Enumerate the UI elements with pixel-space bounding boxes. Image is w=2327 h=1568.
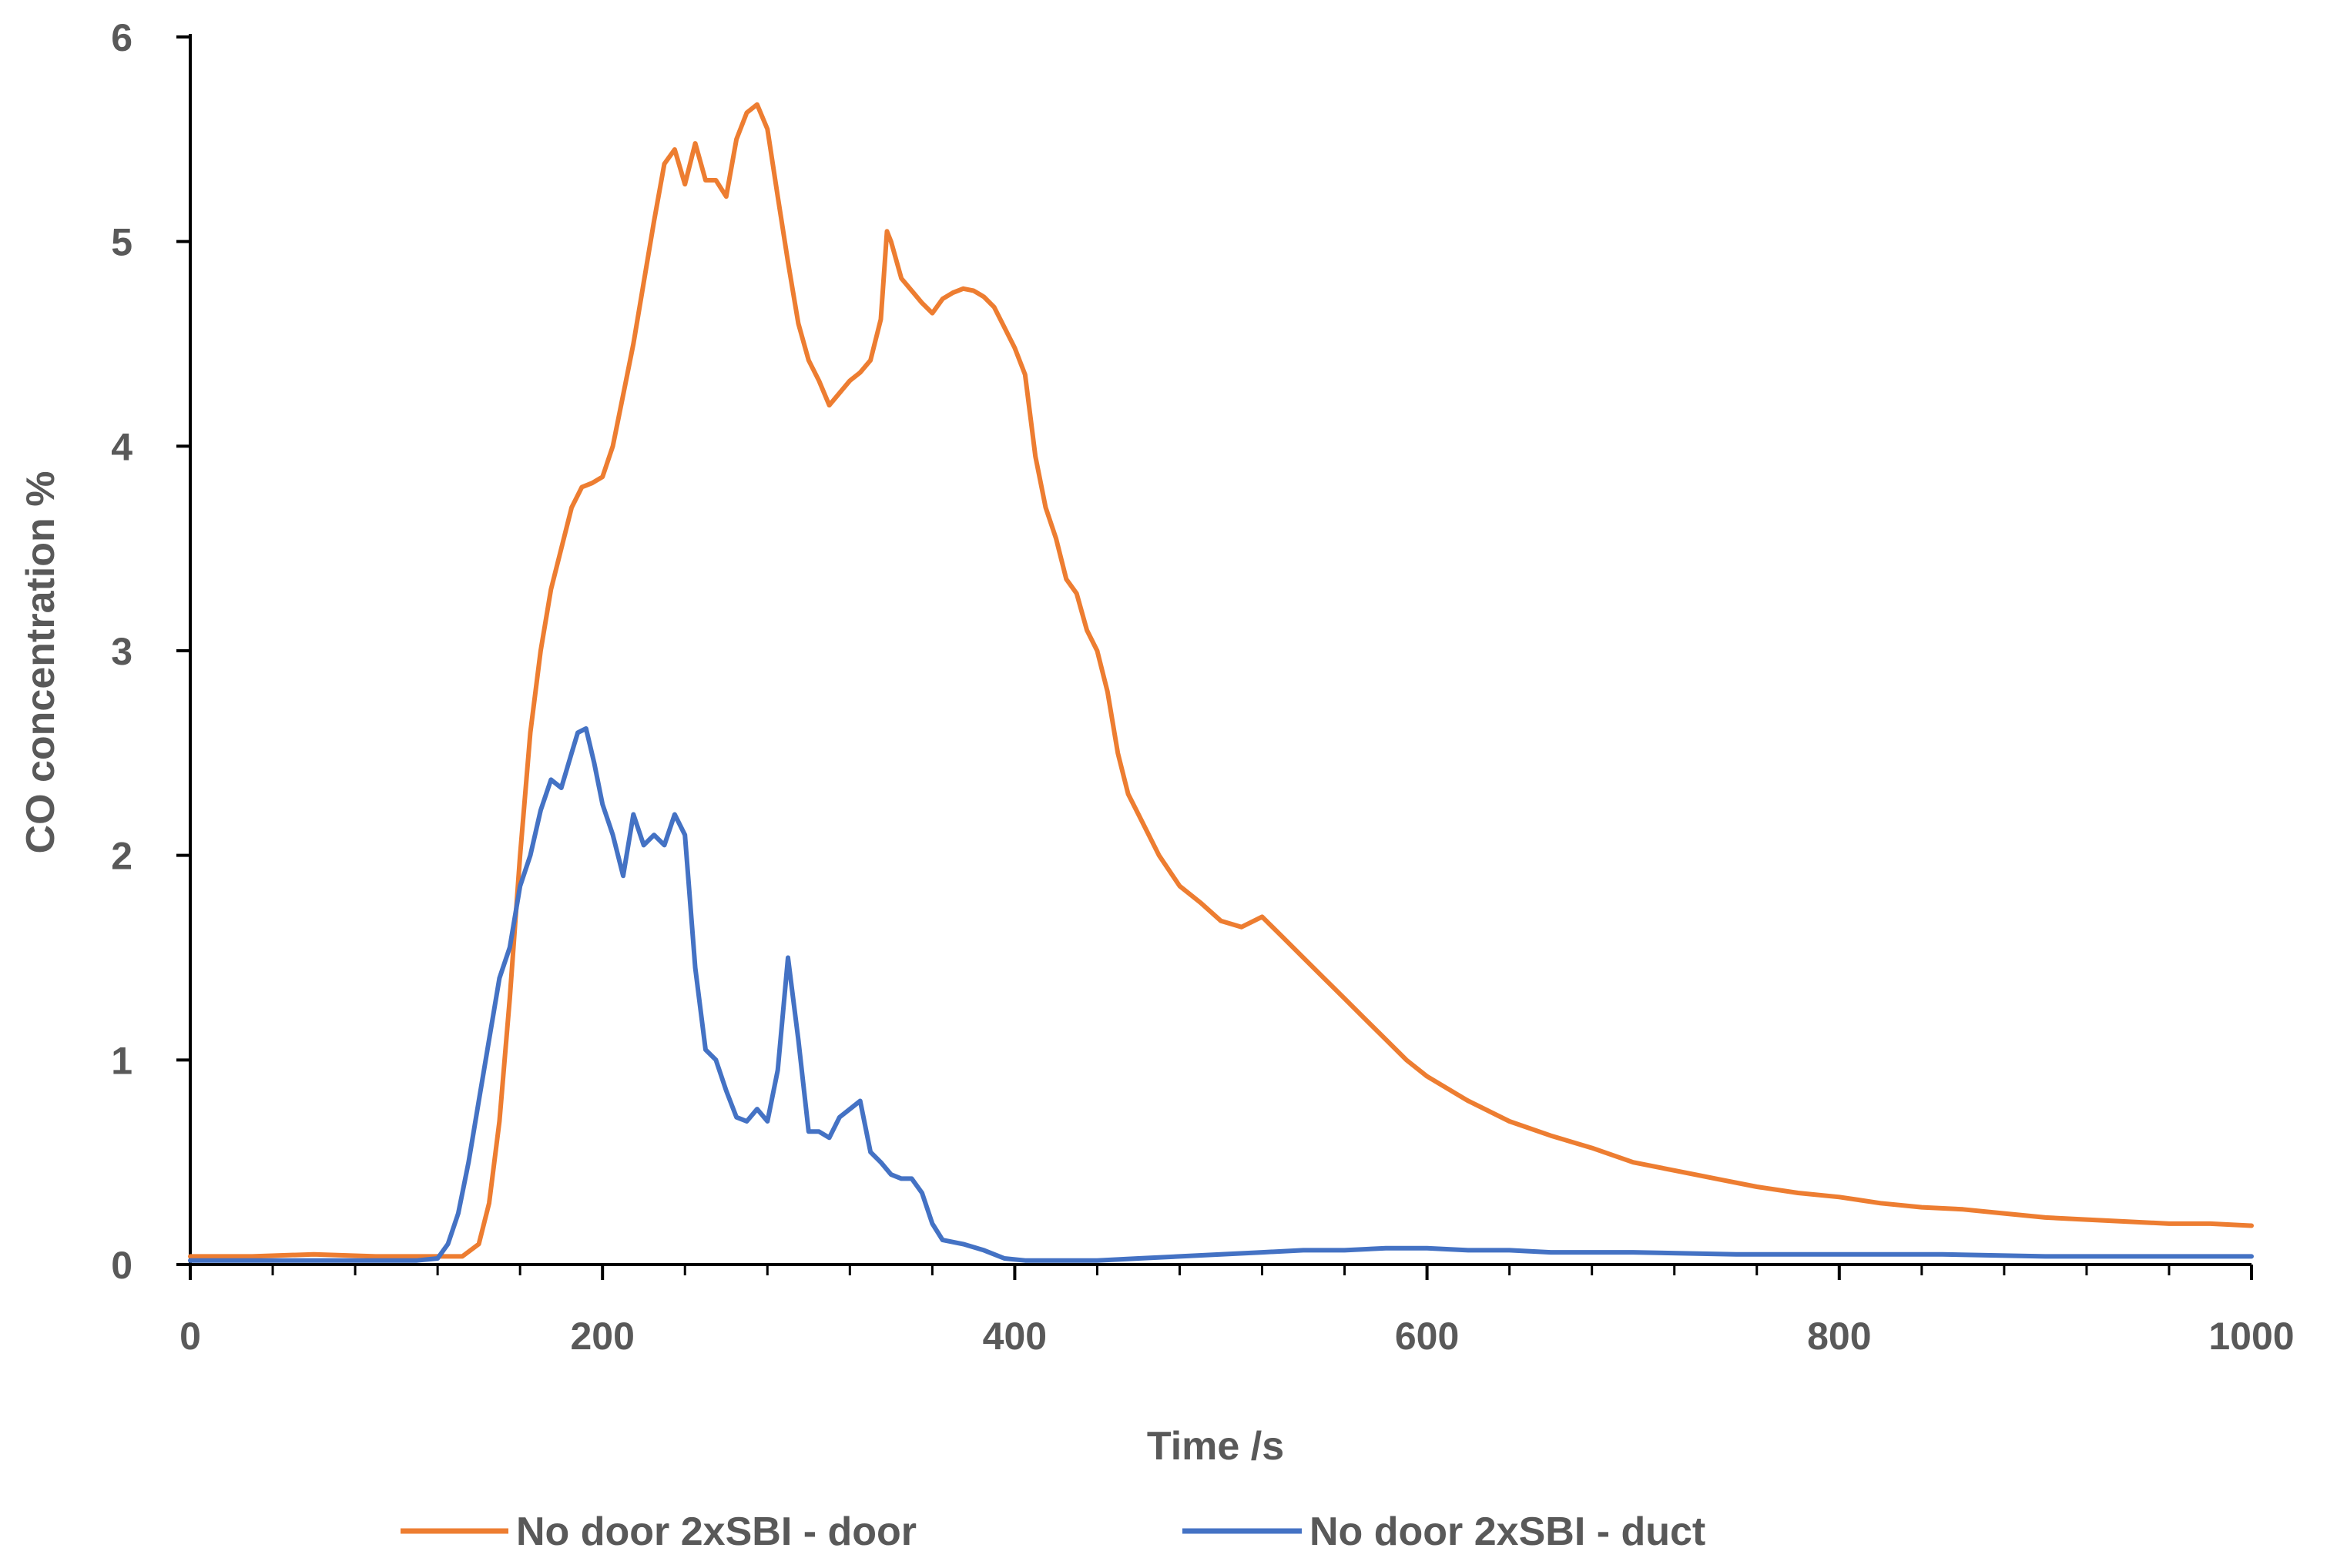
y-tick-label: 4 bbox=[111, 425, 132, 468]
x-axis-title: Time /s bbox=[1147, 1424, 1284, 1469]
legend-label-door-series: No door 2xSBI - door bbox=[516, 1509, 917, 1554]
plot-area-series bbox=[188, 102, 2254, 1263]
x-tick-label: 0 bbox=[179, 1315, 201, 1358]
legend: No door 2xSBI - door No door 2xSBI - duc… bbox=[401, 1509, 1705, 1554]
y-tick-label: 3 bbox=[111, 630, 132, 673]
x-tick-label: 400 bbox=[983, 1315, 1047, 1358]
y-tick-label: 0 bbox=[111, 1244, 132, 1287]
legend-label-duct-series: No door 2xSBI - duct bbox=[1309, 1509, 1705, 1554]
y-tick-label: 2 bbox=[111, 835, 132, 878]
x-tick-label: 800 bbox=[1807, 1315, 1871, 1358]
x-tick-label: 200 bbox=[570, 1315, 634, 1358]
series-line-door bbox=[188, 102, 2254, 1259]
x-tick-label: 1000 bbox=[2208, 1315, 2294, 1358]
y-tick-label: 6 bbox=[111, 16, 132, 59]
x-tick-label: 600 bbox=[1395, 1315, 1459, 1358]
series-line-duct bbox=[188, 726, 2254, 1263]
axis-ticks: 0 1 2 3 4 5 6 0 200 400 600 800 1000 bbox=[111, 16, 2294, 1358]
y-axis-title: CO concentration % bbox=[18, 471, 63, 854]
y-tick-label: 5 bbox=[111, 221, 132, 264]
y-tick-label: 1 bbox=[111, 1039, 132, 1082]
